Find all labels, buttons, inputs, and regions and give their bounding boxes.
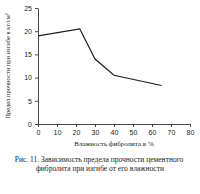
x-tick: 80	[187, 124, 195, 136]
plot: 0 10 20 30 40 50 60 70 80 0 5 10 15 20 25	[24, 5, 194, 136]
title: Рис. 11. Зависимость предела прочности ц…	[15, 155, 185, 173]
x-tick-label: 80	[187, 129, 195, 136]
x-tick: 30	[92, 124, 100, 136]
x-tick-mark	[76, 124, 77, 127]
y-tick-mark	[35, 54, 38, 55]
y-tick-label: 15	[24, 51, 32, 58]
y-tick-mark	[35, 124, 38, 125]
y-tick-label: 0	[28, 121, 32, 128]
x-tick-mark	[114, 124, 115, 127]
y-tick: 20	[24, 28, 38, 35]
x-tick-label: 0	[37, 129, 41, 136]
y-axis-line	[38, 9, 39, 125]
x-tick-mark	[133, 124, 134, 127]
x-tick-label: 60	[149, 129, 157, 136]
x-tick-mark	[171, 124, 172, 127]
y-tick-label: 10	[24, 74, 32, 81]
y-tick-mark	[35, 101, 38, 102]
y-tick-mark	[35, 8, 38, 9]
y-tick: 15	[24, 51, 38, 58]
y-tick-label: 20	[24, 28, 32, 35]
x-tick: 70	[168, 124, 176, 136]
marks	[38, 29, 162, 86]
x-tick: 20	[73, 124, 81, 136]
x-tick: 60	[149, 124, 157, 136]
x-tick: 10	[54, 124, 62, 136]
x-tick-mark	[152, 124, 153, 127]
y-tick: 5	[28, 98, 38, 105]
y-tick-mark	[35, 31, 38, 32]
x-axis: 0 10 20 30 40 50 60 70 80	[37, 124, 195, 136]
x-axis-title: Влажность фибролита в %	[74, 140, 154, 148]
x-tick: 0	[37, 124, 41, 136]
y-axis: 0 5 10 15 20 25	[24, 5, 38, 128]
x-tick: 40	[111, 124, 119, 136]
x-tick-mark	[57, 124, 58, 127]
chart: 0 10 20 30 40 50 60 70 80 0 5 10 15 20 25 Предел прочно…	[0, 0, 200, 194]
x-tick-label: 50	[130, 129, 138, 136]
x-tick-label: 40	[111, 129, 119, 136]
x-tick: 50	[130, 124, 138, 136]
y-tick: 0	[28, 121, 38, 128]
x-tick-label: 70	[168, 129, 176, 136]
y-tick-label: 25	[24, 5, 32, 12]
x-tick-label: 20	[73, 129, 81, 136]
x-tick-mark	[190, 124, 191, 127]
y-axis-title: Предел прочности при изгибе в кг/см²	[4, 13, 11, 119]
y-tick-label: 5	[28, 98, 32, 105]
y-tick: 25	[24, 5, 38, 12]
data-line	[38, 29, 162, 86]
x-tick-mark	[95, 124, 96, 127]
x-tick-label: 30	[92, 129, 100, 136]
x-tick-label: 10	[54, 129, 62, 136]
y-tick-mark	[35, 78, 38, 79]
y-tick: 10	[24, 74, 38, 81]
